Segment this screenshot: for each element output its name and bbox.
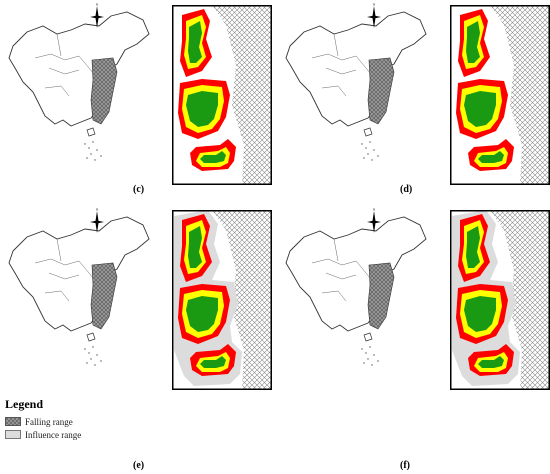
- core-zone-2: [478, 356, 504, 368]
- core-zone-1: [186, 296, 218, 332]
- inset-frame: [172, 210, 272, 390]
- falling-range-region: [212, 5, 272, 185]
- panel-label-f: (f): [400, 460, 410, 471]
- panel-e: [8, 207, 272, 390]
- falling-range-overview-f: [367, 262, 395, 330]
- inset-map-c: [172, 5, 272, 185]
- north-arrow-icon: [90, 207, 104, 233]
- panel-label-e: (e): [133, 460, 145, 471]
- legend-label-falling: Falling range: [25, 416, 73, 427]
- core-zone-1: [186, 91, 218, 127]
- gray-swatch-icon: [5, 430, 21, 439]
- china-map-f: [285, 216, 427, 367]
- falling-range-region: [212, 210, 272, 390]
- inset-map-f: [450, 210, 550, 390]
- panel-f: [285, 207, 550, 390]
- panel-d: [285, 2, 550, 185]
- panel-label-d: (d): [400, 184, 413, 195]
- panel-label-c: (c): [133, 184, 145, 195]
- north-arrow-icon: [90, 2, 104, 28]
- legend-item-influence: Influence range: [5, 428, 81, 441]
- falling-range-overview-c: [90, 57, 118, 125]
- falling-range-overview-e: [90, 262, 118, 330]
- inset-frame: [172, 5, 272, 185]
- inset-map-e: [172, 210, 272, 390]
- legend-title: Legend: [5, 397, 44, 411]
- core-zone-2: [200, 151, 226, 163]
- north-arrow-icon: [367, 2, 381, 28]
- china-map-d: [285, 11, 427, 162]
- core-zone-0: [466, 226, 480, 268]
- inset-frame: [450, 5, 550, 185]
- legend-label-influence: Influence range: [25, 429, 82, 440]
- crosshatch-swatch-icon: [5, 417, 21, 426]
- china-map-e: [8, 216, 150, 367]
- core-zone-1: [464, 91, 496, 127]
- falling-range-overview-d: [367, 57, 395, 125]
- falling-range-region: [490, 210, 550, 390]
- core-zone-2: [200, 356, 226, 368]
- falling-range-region: [490, 5, 550, 185]
- core-zone-0: [188, 226, 202, 268]
- china-map-c: [8, 11, 150, 162]
- north-arrow-icon: [367, 207, 381, 233]
- core-zone-0: [466, 21, 480, 63]
- core-zone-2: [478, 151, 504, 163]
- core-zone-1: [464, 296, 496, 332]
- core-zone-0: [188, 21, 202, 63]
- inset-frame: [450, 210, 550, 390]
- legend-item-falling: Falling range: [5, 415, 81, 428]
- inset-map-d: [450, 5, 550, 185]
- legend: Legend Falling range Influence range: [5, 397, 81, 441]
- panel-c: [8, 2, 272, 185]
